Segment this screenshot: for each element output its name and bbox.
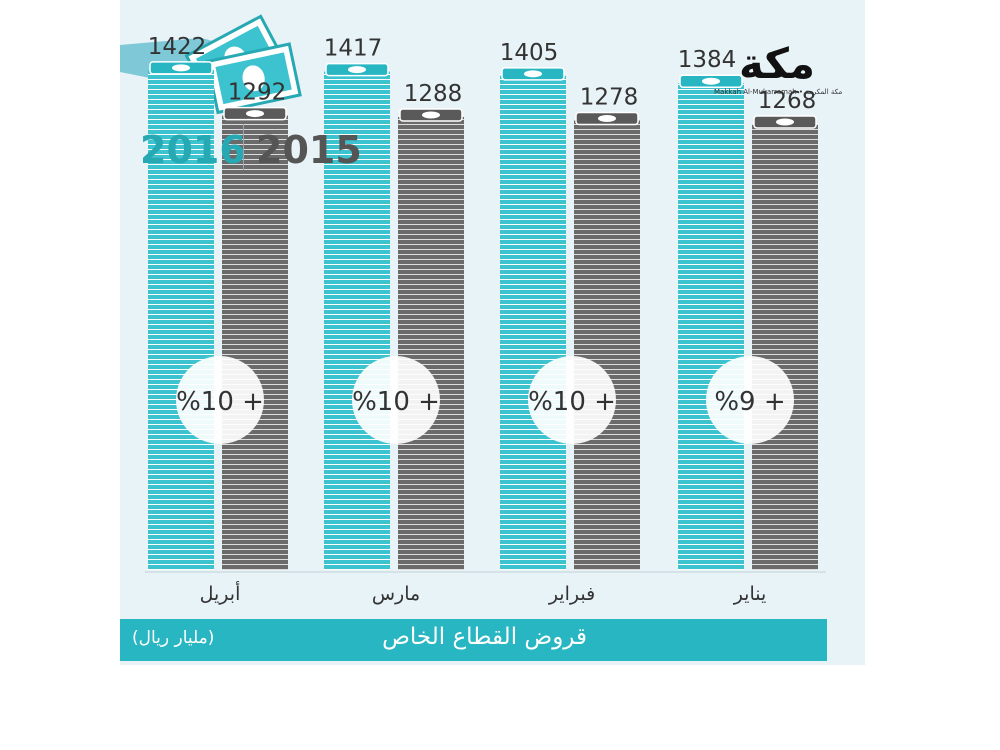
bar-top-bill-mark	[524, 70, 542, 78]
bar-2016	[678, 83, 744, 570]
bar-2015	[574, 120, 640, 570]
chart-title: قروض القطاع الخاص	[382, 624, 587, 650]
change-label: %9 +	[714, 387, 785, 417]
bar-2016	[500, 75, 566, 571]
bar-2015	[752, 124, 818, 570]
logo: مكة Makkah Al-Mukarramah • مكة المكرمة	[714, 39, 843, 100]
bar-2016	[148, 69, 214, 571]
change-circle	[176, 356, 264, 444]
category-label: فبراير	[548, 583, 595, 605]
bar-top-bill-mark	[776, 118, 794, 126]
footer-bar: قروض القطاع الخاص (مليار ريال)	[120, 619, 827, 661]
legend-2015: 2015	[256, 128, 362, 172]
data-label-2016: 1417	[324, 36, 383, 62]
logo-name: مكة	[739, 39, 815, 88]
bar-top-bill-mark	[246, 110, 264, 118]
data-label-2015: 1292	[228, 80, 287, 106]
category-label: يناير	[733, 583, 767, 605]
unit-label: (مليار ريال)	[132, 628, 215, 648]
legend-divider	[243, 124, 244, 170]
data-label-2015: 1278	[580, 84, 639, 110]
bar-top-bill-mark	[348, 66, 366, 74]
change-circle	[528, 356, 616, 444]
change-label: %10 +	[352, 387, 440, 417]
data-label-2015: 1288	[404, 81, 463, 107]
bar-top-bill-mark	[422, 111, 440, 119]
legend-2016: 2016	[140, 128, 246, 172]
category-label: أبريل	[200, 581, 241, 605]
change-label: %10 +	[528, 387, 616, 417]
category-label: مارس	[372, 583, 420, 605]
bar-2016	[324, 71, 390, 570]
data-label-2016: 1384	[678, 47, 737, 73]
change-label: %10 +	[176, 387, 264, 417]
change-circle	[706, 356, 794, 444]
logo-subtitle: Makkah Al-Mukarramah • مكة المكرمة	[714, 88, 843, 96]
bar-top-bill-mark	[598, 114, 616, 122]
data-label-2016: 1405	[500, 40, 559, 66]
bar-2015	[222, 115, 288, 570]
bar-2015	[398, 116, 464, 570]
change-circle	[352, 356, 440, 444]
bar-top-bill-mark	[172, 64, 190, 72]
bar-top-bill-mark	[702, 77, 720, 85]
data-label-2015: 1268	[758, 88, 817, 114]
data-label-2016: 1422	[148, 34, 207, 60]
